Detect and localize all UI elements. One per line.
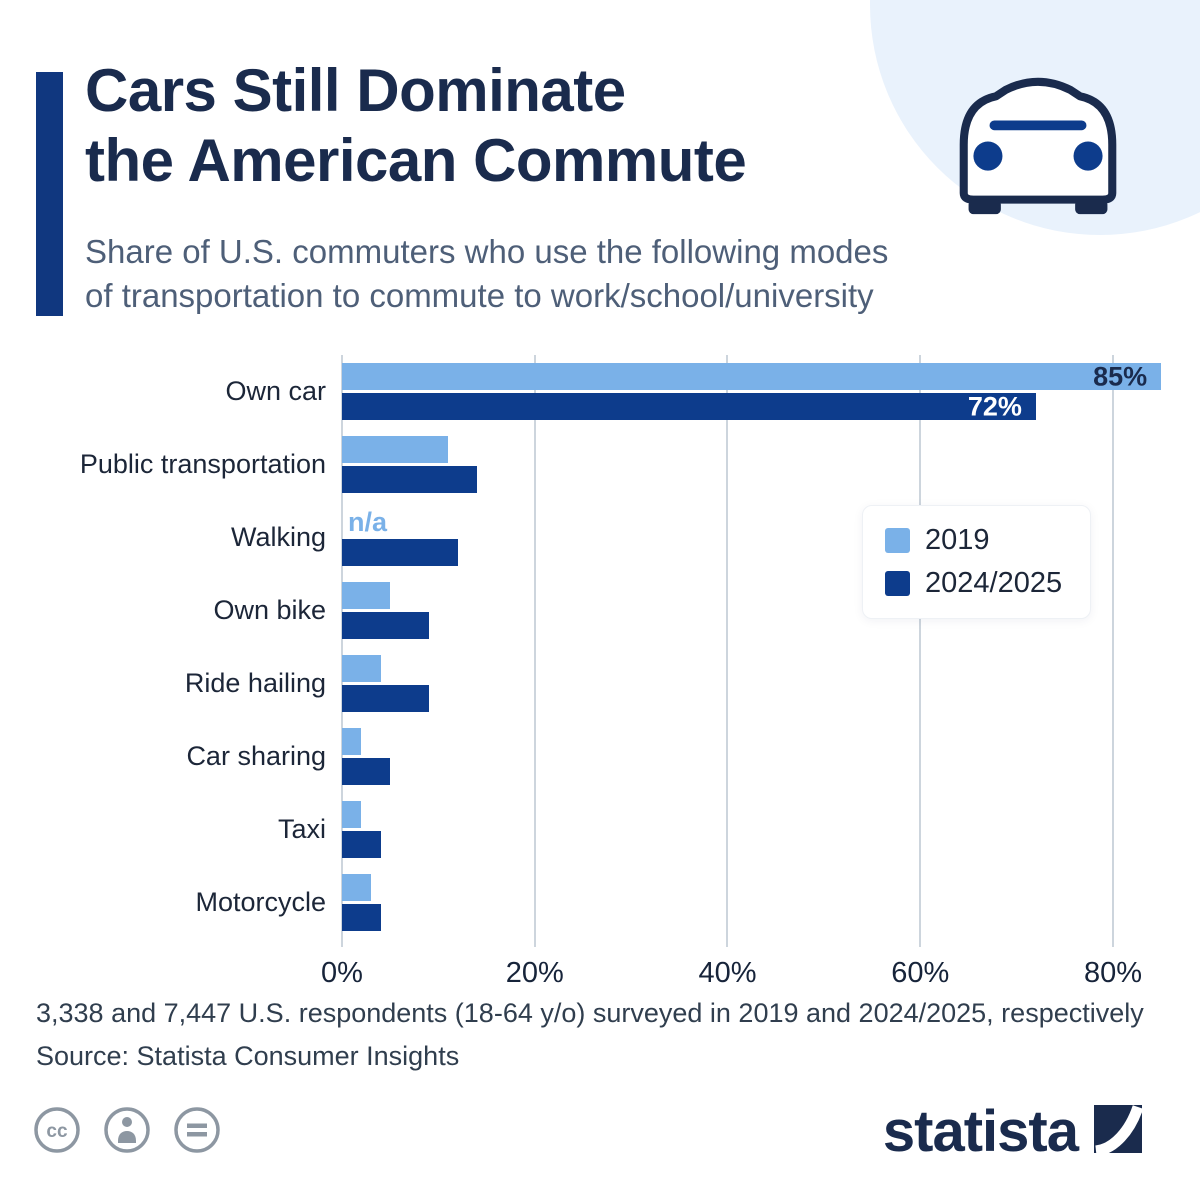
gridline [341,355,343,947]
license-icons: cc [33,1106,221,1159]
x-axis: 0% 20% 40% 60% 80% [321,957,1166,997]
gridline [533,355,536,947]
legend-label: 2019 [925,524,990,556]
attribution-icon[interactable] [103,1106,151,1159]
svg-text:cc: cc [46,1121,68,1142]
chart-row: Public transportation [0,436,1166,493]
x-tick-label: 80% [1083,957,1143,989]
bar-2019 [342,582,391,609]
category-label: Public transportation [79,449,326,479]
bar-2024-2025 [342,466,477,493]
chart-row: Taxi [0,801,1166,858]
bar-slot: n/a [342,509,1166,536]
bar-2024-2025 [342,539,458,566]
gridline [919,355,922,947]
bar-group [342,582,1166,639]
bar-2024-2025 [342,831,381,858]
bar-slot: 85% [342,361,1166,391]
legend-item: 2024/2025 [885,567,1062,600]
page-subtitle: Share of U.S. commuters who use the foll… [85,233,889,315]
x-tick-label: 60% [891,957,950,989]
page-title: Cars Still Dominate the American Commute [85,57,747,195]
bar-2024-2025: 72% [342,391,1036,421]
chart-row: Own bike [0,582,1166,639]
bar-slot [342,436,1166,463]
bar-2019 [342,436,448,463]
legend-label: 2024/2025 [925,567,1063,599]
bar-2019 [342,728,362,755]
bar-slot [342,728,1166,755]
value-label: 72% [967,391,1022,421]
bar-slot [342,539,1166,566]
category-label: Own bike [213,595,326,625]
chart: Own car 85% 72% Public transportation Walkin… [0,355,1200,1000]
bar-2019: 85% [342,361,1162,391]
category-label: Walking [230,522,326,552]
legend-items: 2019 2024/2025 [885,524,1062,600]
x-tick-label: 20% [505,957,564,989]
bar-slot: 72% [342,391,1166,421]
bar-slot [342,801,1166,828]
title-accent-bar [36,72,63,316]
bar-2024-2025 [342,685,429,712]
bar-group [342,728,1166,785]
category-label: Own car [225,376,326,406]
bar-slot [342,758,1166,785]
chart-row: Car sharing [0,728,1166,785]
bar-slot [342,874,1166,901]
bar-2024-2025 [342,904,381,931]
bar-slot [342,685,1166,712]
chart-rows: Own car 85% 72% Public transportation Walkin… [0,361,1166,947]
legend: 2019 2024/2025 [862,505,1092,619]
category-label: Ride hailing [184,668,326,698]
value-label: 85% [1093,361,1148,391]
legend-swatch [885,571,910,596]
chart-row: Walking n/a [0,509,1166,566]
category-label: Car sharing [186,741,326,771]
category-label: Taxi [277,814,326,844]
chart-row: Motorcycle [0,874,1166,931]
bar-2019 [342,874,371,901]
bar-group [342,655,1166,712]
chart-row: Ride hailing [0,655,1166,712]
bar-group [342,801,1166,858]
x-tick-label: 0% [321,957,363,989]
category-label: Motorcycle [195,887,326,917]
bar-slot [342,904,1166,931]
bar-2019 [342,801,362,828]
gridline [1111,355,1114,947]
legend-item: 2019 [885,524,1062,557]
bar-group [342,436,1166,493]
bar-2024-2025 [342,612,429,639]
statista-logo[interactable]: statista [882,1098,1144,1165]
na-label: n/a [348,507,388,537]
footnote-respondents: 3,338 and 7,447 U.S. respondents (18-64 … [36,998,1144,1028]
chart-row: Own car 85% 72% [0,361,1166,421]
bar-slot [342,612,1166,639]
bar-group [342,874,1166,931]
x-tick-label: 40% [698,957,757,989]
bar-slot [342,466,1166,493]
legend-swatch [885,528,910,553]
equals-license-icon[interactable] [173,1106,221,1159]
gridline [726,355,729,947]
statista-logo-mark [1094,1105,1144,1158]
bar-2024-2025 [342,758,391,785]
statista-logo-text: statista [882,1099,1079,1164]
plot-area [341,355,1166,947]
bar-2019 [342,655,381,682]
cc-license-icon[interactable]: cc [33,1106,81,1159]
bar-slot [342,655,1166,682]
car-icon [938,64,1138,224]
footnote-source: Source: Statista Consumer Insights [36,1041,460,1071]
bar-group: n/a [342,509,1166,566]
bar-slot [342,831,1166,858]
bar-slot [342,582,1166,609]
bar-group: 85% 72% [342,361,1166,421]
